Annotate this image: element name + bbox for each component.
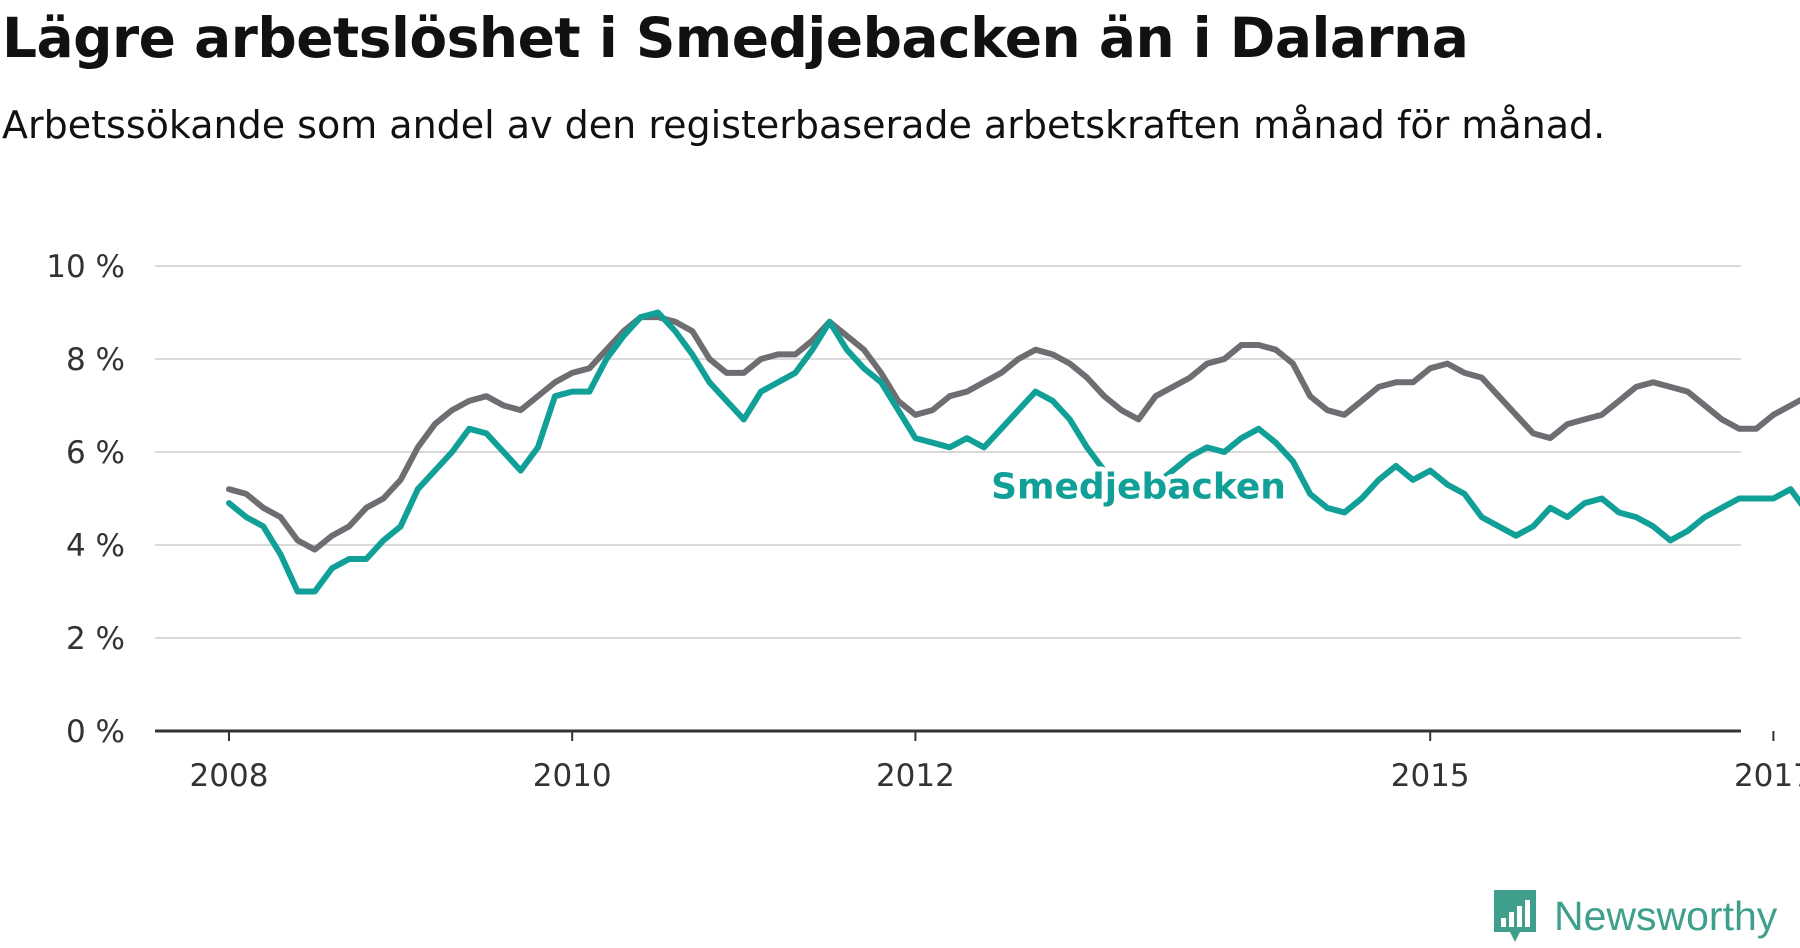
series-line-dalarna: [226, 314, 1800, 553]
x-tick-label: 2012: [876, 758, 955, 794]
x-tick-label: 2015: [1391, 758, 1470, 794]
series-label-smedjebacken: Smedjebacken: [991, 467, 1286, 508]
y-tick-label: 0 %: [66, 714, 125, 750]
y-tick-label: 8 %: [66, 342, 125, 378]
y-tick-label: 10 %: [46, 249, 125, 285]
y-tick-label: 2 %: [66, 621, 125, 657]
x-tick-label: 2008: [190, 758, 269, 794]
brand-logo: Newsworthy: [1490, 888, 1777, 944]
x-tick-label: 2010: [533, 758, 612, 794]
chart-subtitle: Arbetssökande som andel av den registerb…: [2, 103, 1606, 147]
y-tick-label: 4 %: [66, 528, 125, 564]
x-tick-label: 2017: [1734, 758, 1800, 794]
series-line-smedjebacken: [226, 309, 1800, 595]
y-tick-label: 6 %: [66, 435, 125, 471]
newsworthy-chart-bubble-icon: [1494, 890, 1536, 942]
brand-name: Newsworthy: [1554, 892, 1778, 939]
chart-title: Lägre arbetslöshet i Smedjebacken än i D…: [2, 6, 1469, 70]
